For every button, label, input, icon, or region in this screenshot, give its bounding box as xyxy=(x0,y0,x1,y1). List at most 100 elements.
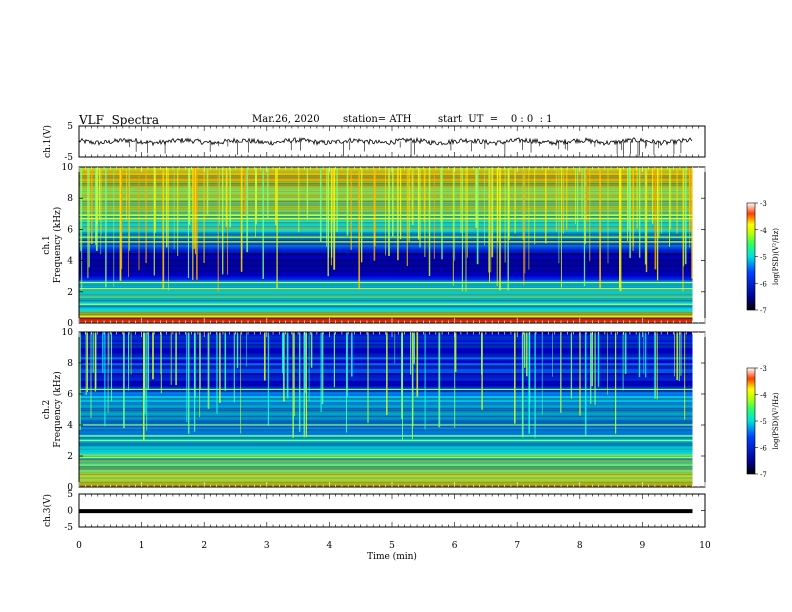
spectrogram-band xyxy=(79,339,693,342)
spectrogram-band xyxy=(79,463,693,466)
spectrogram-band xyxy=(79,372,693,375)
spectrogram-band xyxy=(79,436,693,439)
y-tick-label: 4 xyxy=(67,421,73,431)
x-tick-label: 5 xyxy=(389,541,395,551)
date-label: Mar.26, 2020 xyxy=(252,114,320,125)
y-axis-label: ch.2Frequency (kHz) xyxy=(42,371,63,448)
spectrogram-band xyxy=(79,397,693,401)
x-tick-label: 3 xyxy=(264,541,270,551)
spectrogram-band xyxy=(79,461,693,464)
y-axis-label: ch.1Frequency (kHz) xyxy=(42,207,63,284)
spectrogram-band xyxy=(79,448,693,451)
colorbar-tick-label: -4 xyxy=(760,227,767,235)
spectrogram-band xyxy=(79,307,693,310)
y-tick-label: 5 xyxy=(67,122,73,132)
colorbar-tick-label: -4 xyxy=(760,392,767,400)
spectrogram-band xyxy=(79,403,693,406)
spectrogram-band xyxy=(79,444,693,447)
x-tick-label: 6 xyxy=(452,541,458,551)
spectrogram-band xyxy=(79,430,693,433)
spectrogram-band xyxy=(79,467,693,470)
x-tick-label: 9 xyxy=(640,541,646,551)
spectrogram-band xyxy=(79,272,693,275)
panel-ch1-spectrogram xyxy=(78,166,706,324)
spectrogram-band xyxy=(79,390,693,393)
spectrogram-band xyxy=(79,477,693,480)
colorbar-tick-label: -7 xyxy=(760,471,767,479)
spectrogram-band xyxy=(79,335,693,339)
spectrogram-band xyxy=(79,299,693,302)
chart-title: VLF Spectra xyxy=(79,113,160,127)
spectrogram-band xyxy=(79,343,693,346)
y-tick-label: 6 xyxy=(67,390,73,400)
colorbar-label: log(PSD)(V²/Hz) xyxy=(772,392,780,449)
spectrogram-band xyxy=(79,409,693,412)
spectrogram-band xyxy=(79,297,693,300)
spectrogram-band xyxy=(79,270,693,273)
spectrogram-band xyxy=(79,266,693,269)
spectrogram-band xyxy=(79,289,693,293)
spectrogram-band xyxy=(79,309,693,312)
spectrogram-band xyxy=(79,432,693,435)
spectrogram-band xyxy=(79,421,693,424)
spectrogram-band xyxy=(79,459,693,463)
spectrogram-band xyxy=(79,405,693,408)
spectrogram-band xyxy=(79,349,693,352)
spectrogram-band xyxy=(79,382,693,385)
spectrogram-band xyxy=(79,399,693,402)
spectrogram-band xyxy=(79,284,693,287)
y-tick-label: 0 xyxy=(67,507,73,517)
spectrogram-band xyxy=(79,386,693,389)
spectrogram-band xyxy=(79,268,693,271)
spectrogram-band xyxy=(79,282,693,285)
x-tick-label: 4 xyxy=(327,541,333,551)
spectrogram-band xyxy=(79,378,693,381)
spectrogram-band xyxy=(79,278,693,281)
x-tick-label: 0 xyxy=(76,541,82,551)
spectrogram-band xyxy=(79,384,693,387)
colorbar-tick-label: -6 xyxy=(760,445,767,453)
colorbar xyxy=(746,367,756,475)
spectrogram-band xyxy=(79,392,693,395)
spectrogram-band xyxy=(79,301,693,304)
y-tick-label: 2 xyxy=(67,452,73,462)
spectrogram-band xyxy=(79,353,693,356)
x-tick-label: 2 xyxy=(201,541,207,551)
colorbar-label: log(PSD)(V²/Hz) xyxy=(772,228,780,285)
spectrogram-band xyxy=(79,440,693,443)
spectrogram-band xyxy=(79,262,693,265)
spectrogram-band xyxy=(79,411,693,414)
spectrogram-band xyxy=(79,355,693,358)
spectrogram-band xyxy=(79,481,693,484)
spectrogram-band xyxy=(79,428,693,432)
spectrogram-band xyxy=(79,363,693,366)
spectrogram-band xyxy=(79,359,693,362)
spectrogram-band xyxy=(79,285,693,289)
y-axis-label: ch.3(V) xyxy=(42,494,53,527)
spectrogram-band xyxy=(79,380,693,383)
spectrogram-band xyxy=(79,291,693,295)
spectrogram-band xyxy=(79,361,693,364)
spectrogram-band xyxy=(79,305,693,308)
y-tick-label: 8 xyxy=(67,359,73,369)
spectrogram-band xyxy=(79,313,693,316)
spectrogram-band xyxy=(79,473,693,476)
spectrogram-band xyxy=(79,457,693,461)
spectrogram-band xyxy=(79,471,693,474)
y-tick-label: 0 xyxy=(67,319,73,329)
spectrogram-band xyxy=(79,407,693,410)
spectrogram-band xyxy=(79,280,693,283)
spectrogram-band xyxy=(79,376,693,379)
spectrogram-band xyxy=(79,401,693,404)
spectrogram-band xyxy=(79,446,693,449)
y-tick-label: -5 xyxy=(64,523,73,533)
spectrogram-band xyxy=(79,333,693,337)
spectrogram-band xyxy=(79,469,693,472)
panel-ch2-spectrogram xyxy=(78,331,706,488)
spectrogram-band xyxy=(79,364,693,368)
y-tick-label: 4 xyxy=(67,257,73,267)
colorbar-tick-label: -3 xyxy=(760,200,767,208)
ch1-trace xyxy=(78,136,693,147)
x-axis-label: Time (min) xyxy=(367,551,417,562)
